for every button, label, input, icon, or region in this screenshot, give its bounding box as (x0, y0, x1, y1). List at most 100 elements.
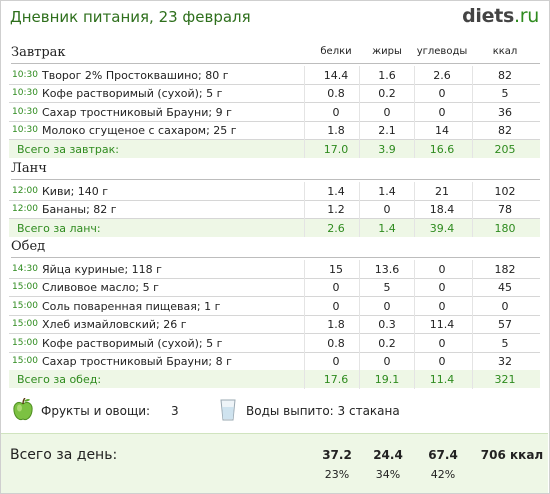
meal-time: 10:30 (12, 88, 38, 99)
meal-time: 10:30 (12, 70, 38, 80)
carbs-value: 18.4 (429, 203, 455, 217)
proteins-value: 1.8 (327, 318, 345, 332)
day-total-carbs: 67.4 (428, 448, 458, 462)
food-name[interactable]: Сахар тростниковый Брауни; 8 г (42, 355, 232, 368)
day-total-box: Всего за день: 37.2 24.4 67.4 706 ккал 2… (1, 433, 548, 493)
total-kcal: 205 (494, 142, 516, 156)
food-row[interactable]: 15:00 Сливовое масло; 5 г 0 5 0 45 (9, 278, 540, 298)
carbs-value: 0 (438, 336, 446, 350)
section-header: Обед (11, 238, 540, 258)
fats-value: 2.1 (378, 124, 396, 138)
food-name[interactable]: Яйца куриные; 118 г (42, 263, 162, 276)
col-kcal: ккал (492, 46, 518, 57)
total-proteins: 17.6 (323, 373, 349, 387)
kcal-value: 36 (498, 105, 512, 119)
total-fats: 3.9 (378, 142, 396, 156)
food-row[interactable]: 15:00 Хлеб измайловский; 26 г 1.8 0.3 11.4 57 (9, 315, 540, 335)
fats-value: 0 (383, 355, 391, 368)
fats-value: 0.2 (378, 87, 396, 101)
food-name[interactable]: Соль поваренная пищевая; 1 г (42, 299, 221, 313)
kcal-value: 0 (501, 299, 509, 313)
food-row[interactable]: 10:30 Творог 2% Простоквашино; 80 г 14.4 1.… (9, 66, 540, 85)
carbs-value: 14 (435, 124, 449, 138)
column-divider (414, 66, 415, 158)
day-pct-proteins: 23% (324, 468, 350, 481)
proteins-value: 14.4 (323, 69, 349, 82)
col-fats: жиры (372, 46, 402, 57)
kcal-value: 5 (501, 336, 509, 350)
section-title: Завтрак (11, 45, 66, 60)
meal-time: 10:30 (12, 106, 38, 117)
carbs-value: 0 (438, 87, 446, 101)
col-carbs: углеводы (416, 46, 468, 57)
col-proteins: белки (320, 46, 352, 57)
food-row[interactable]: 12:00 Киви; 140 г 1.4 1.4 21 102 (9, 182, 540, 201)
kcal-value: 57 (498, 318, 512, 332)
food-row[interactable]: 12:00 Бананы; 82 г 1.2 0 18.4 78 (9, 200, 540, 220)
total-proteins: 17.0 (323, 142, 349, 156)
food-name[interactable]: Хлеб измайловский; 26 г (42, 318, 187, 332)
kcal-value: 5 (501, 87, 509, 101)
total-fats: 19.1 (374, 373, 400, 387)
food-name[interactable]: Сливовое масло; 5 г (42, 281, 159, 295)
proteins-value: 0.8 (327, 336, 345, 350)
food-name[interactable]: Бананы; 82 г (42, 203, 117, 217)
carbs-value: 0 (438, 299, 446, 313)
food-name[interactable]: Сахар тростниковый Брауни; 9 г (42, 105, 232, 119)
day-total-fats: 24.4 (373, 448, 403, 462)
day-pct-carbs: 42% (430, 468, 456, 481)
food-row[interactable]: 15:00 Сахар тростниковый Брауни; 8 г 0 0 0 32 (9, 352, 540, 371)
meal-time: 12:00 (12, 186, 38, 196)
column-divider (359, 66, 360, 158)
food-row[interactable]: 15:00 Кофе растворимый (сухой); 5 г 0.8 0.2… (9, 334, 540, 353)
section-total-label: Всего за завтрак: (17, 142, 120, 156)
food-row[interactable]: 14:30 Яйца куриные; 118 г 15 13.6 0 182 (9, 260, 540, 279)
proteins-value: 0 (332, 355, 340, 368)
site-logo[interactable]: diets.ru (462, 5, 539, 27)
fruits-value: 3 (171, 404, 179, 418)
proteins-value: 0 (332, 299, 340, 313)
proteins-value: 0.8 (327, 87, 345, 101)
day-total-kcal: 706 ккал (480, 448, 544, 462)
total-carbs: 11.4 (429, 373, 455, 387)
kcal-value: 82 (498, 124, 512, 138)
meal-time: 14:30 (12, 264, 38, 274)
food-name[interactable]: Кофе растворимый (сухой); 5 г (42, 87, 223, 101)
kcal-value: 45 (498, 281, 512, 295)
column-divider (414, 182, 415, 238)
proteins-value: 0 (332, 105, 340, 119)
total-fats: 1.4 (378, 221, 396, 235)
day-total-label: Всего за день: (10, 447, 118, 463)
column-divider (304, 182, 305, 238)
carbs-value: 0 (438, 281, 446, 295)
carbs-value: 11.4 (429, 318, 455, 332)
kcal-value: 32 (498, 355, 512, 368)
section-title: Обед (11, 239, 46, 254)
meal-time: 15:00 (12, 300, 38, 311)
total-carbs: 16.6 (429, 142, 455, 156)
meal-time: 15:00 (12, 319, 38, 330)
food-name[interactable]: Кофе растворимый (сухой); 5 г (42, 336, 223, 350)
carbs-value: 0 (438, 355, 446, 368)
fats-value: 0 (383, 203, 391, 217)
carbs-value: 2.6 (433, 69, 451, 82)
food-row[interactable]: 10:30 Сахар тростниковый Брауни; 9 г 0 0 0 36 (9, 103, 540, 122)
day-total-proteins: 37.2 (322, 448, 352, 462)
food-name[interactable]: Киви; 140 г (42, 185, 109, 198)
fats-value: 0 (383, 105, 391, 119)
apple-icon (13, 398, 33, 421)
meal-time: 15:00 (12, 282, 38, 293)
food-name[interactable]: Молоко сгущеное с сахаром; 25 г (42, 124, 237, 138)
column-divider (472, 260, 473, 389)
kcal-value: 182 (494, 263, 516, 276)
food-row[interactable]: 10:30 Кофе растворимый (сухой); 5 г 0.8 0.2… (9, 84, 540, 104)
food-name[interactable]: Творог 2% Простоквашино; 80 г (42, 69, 229, 82)
fats-value: 0.2 (378, 336, 396, 350)
food-row[interactable]: 15:00 Соль поваренная пищевая; 1 г 0 0 0 0 (9, 297, 540, 316)
total-kcal: 180 (494, 221, 516, 235)
food-row[interactable]: 10:30 Молоко сгущеное с сахаром; 25 г 1.8 2… (9, 121, 540, 141)
column-divider (414, 260, 415, 389)
section-total-row: Всего за ланч: 2.6 1.4 39.4 180 (9, 218, 540, 237)
kcal-value: 102 (494, 185, 516, 198)
